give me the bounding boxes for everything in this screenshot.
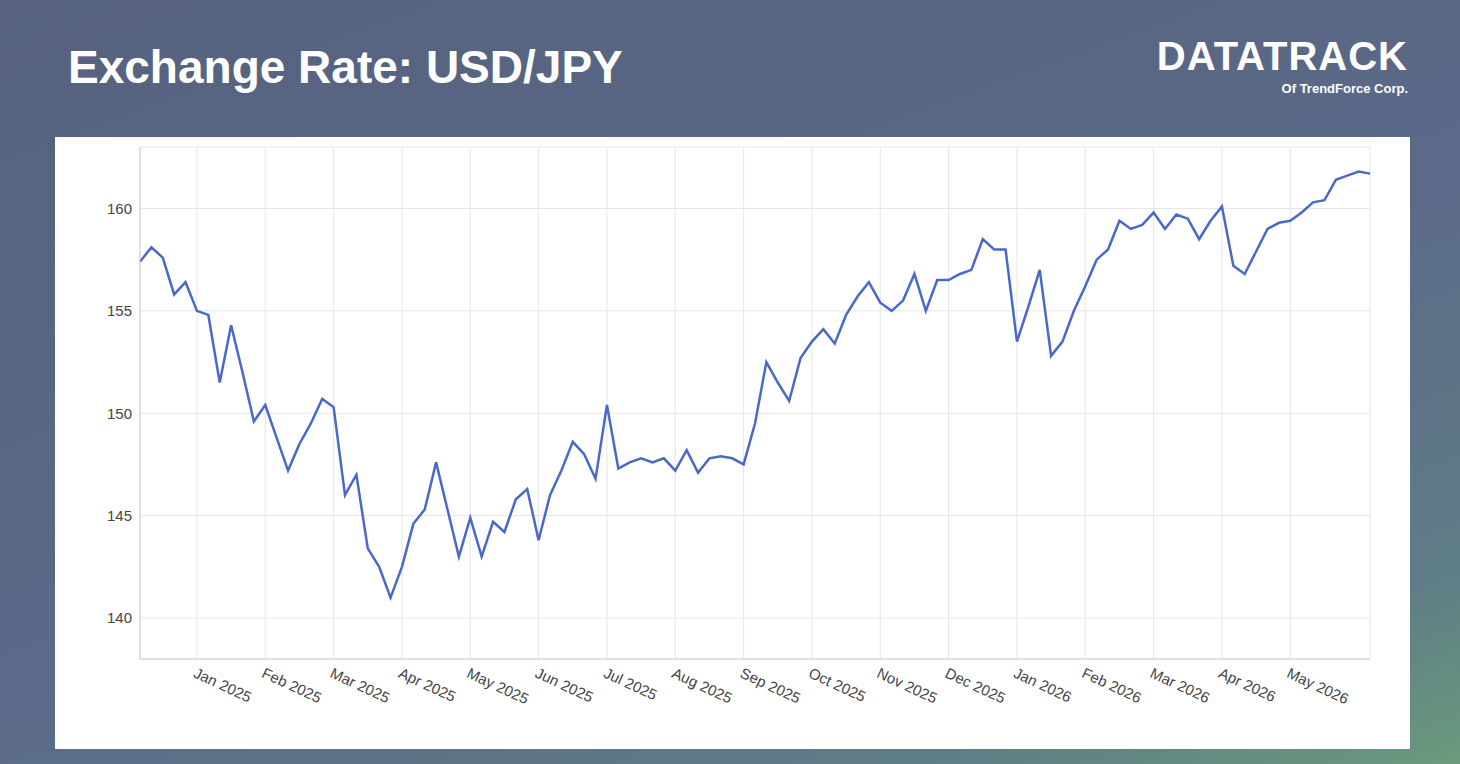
svg-text:150: 150 [107, 405, 132, 422]
html-text:Exchange Rate: USD/JPY: Exchange Rate: USD/JPY [68, 41, 623, 93]
svg-text:Jan 2026: Jan 2026 [1011, 664, 1074, 705]
svg-text:Mar 2025: Mar 2025 [328, 664, 393, 706]
svg-text:Oct 2025: Oct 2025 [806, 664, 868, 705]
svg-text:Apr 2026: Apr 2026 [1216, 664, 1278, 705]
svg-text:145: 145 [107, 507, 132, 524]
svg-text:140: 140 [107, 609, 132, 626]
svg-text:Apr 2025: Apr 2025 [396, 664, 458, 705]
svg-text:May 2026: May 2026 [1285, 664, 1352, 707]
svg-text:Sep 2025: Sep 2025 [738, 664, 803, 707]
svg-text:Jan 2025: Jan 2025 [191, 664, 254, 705]
svg-text:Jul 2025: Jul 2025 [601, 664, 660, 703]
html-text:Of TrendForce Corp.: Of TrendForce Corp. [1281, 81, 1408, 96]
svg-text:Jun 2025: Jun 2025 [533, 664, 596, 705]
svg-text:Feb 2026: Feb 2026 [1080, 664, 1145, 706]
html-text:DATATRACK: DATATRACK [1156, 34, 1408, 78]
svg-text:May 2025: May 2025 [465, 664, 532, 707]
svg-text:Feb 2025: Feb 2025 [260, 664, 325, 706]
svg-text:Dec 2025: Dec 2025 [943, 664, 1008, 707]
svg-text:155: 155 [107, 302, 132, 319]
svg-text:160: 160 [107, 200, 132, 217]
svg-text:Nov 2025: Nov 2025 [875, 664, 940, 707]
svg-text:Aug 2025: Aug 2025 [670, 664, 735, 707]
svg-text:Mar 2026: Mar 2026 [1148, 664, 1213, 706]
